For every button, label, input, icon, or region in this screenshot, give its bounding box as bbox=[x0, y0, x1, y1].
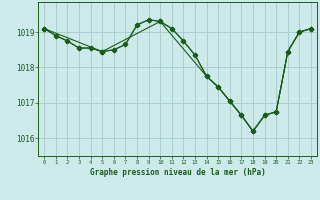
X-axis label: Graphe pression niveau de la mer (hPa): Graphe pression niveau de la mer (hPa) bbox=[90, 168, 266, 177]
